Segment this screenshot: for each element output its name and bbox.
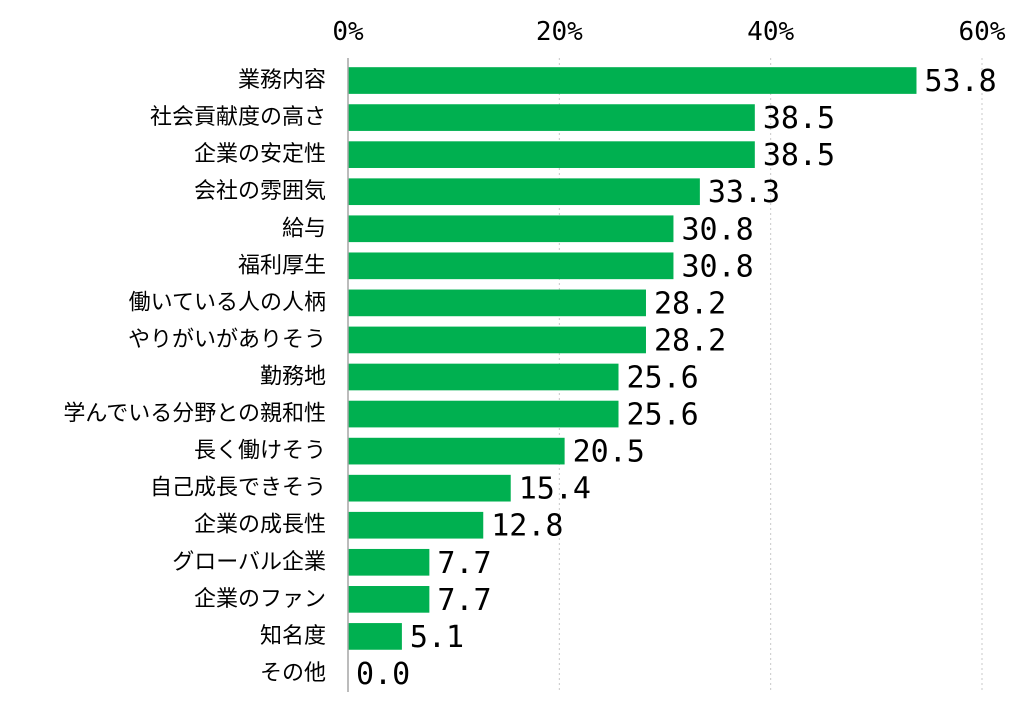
- value-label: 38.5: [763, 101, 835, 136]
- bar: [348, 623, 402, 650]
- category-labels: 業務内容社会貢献度の高さ企業の安定性会社の雰囲気給与福利厚生働いている人の人柄や…: [63, 68, 326, 686]
- bar: [348, 363, 619, 391]
- value-label: 28.2: [654, 323, 726, 358]
- category-label: 企業の安定性: [194, 142, 326, 167]
- value-label: 25.6: [627, 361, 699, 396]
- bar: [348, 474, 511, 502]
- value-label: 12.8: [491, 509, 563, 544]
- bar: [348, 141, 755, 168]
- bar: [348, 289, 646, 317]
- bar: [348, 326, 646, 354]
- bar: [348, 548, 430, 576]
- category-label: やりがいがありそう: [128, 327, 326, 352]
- category-label: 企業のファン: [194, 587, 326, 612]
- value-label: 33.3: [708, 175, 780, 210]
- category-label: 企業の成長性: [194, 513, 326, 538]
- category-label: 知名度: [260, 624, 326, 649]
- bar: [348, 586, 430, 613]
- value-labels: 53.838.538.533.330.830.828.228.225.625.6…: [356, 64, 997, 692]
- category-label: 学んでいる分野との親和性: [63, 402, 326, 427]
- bar: [348, 252, 674, 280]
- value-label: 15.4: [519, 472, 591, 507]
- bar: [348, 437, 565, 465]
- value-label: 53.8: [924, 64, 996, 99]
- category-label: 福利厚生: [238, 253, 326, 278]
- value-label: 28.2: [654, 286, 726, 321]
- value-label: 20.5: [573, 435, 645, 470]
- category-label: その他: [260, 661, 326, 686]
- category-label: グローバル企業: [172, 550, 326, 575]
- value-label: 7.7: [437, 583, 491, 618]
- bar: [348, 104, 755, 131]
- category-label: 長く働けそう: [194, 439, 326, 464]
- category-label: 働いている人の人柄: [129, 290, 326, 315]
- category-label: 給与: [282, 216, 326, 241]
- value-label: 0.0: [356, 657, 410, 692]
- x-tick-label: 20%: [536, 17, 583, 47]
- category-label: 自己成長できそう: [150, 476, 326, 501]
- value-label: 25.6: [627, 398, 699, 433]
- value-label: 7.7: [437, 546, 491, 581]
- category-label: 業務内容: [238, 68, 326, 93]
- category-label: 社会貢献度の高さ: [150, 105, 326, 130]
- x-tick-label: 60%: [959, 17, 1006, 47]
- x-tick-label: 40%: [747, 17, 794, 47]
- bar: [348, 178, 700, 206]
- value-label: 5.1: [410, 620, 464, 655]
- bar: [348, 215, 674, 243]
- category-label: 会社の雰囲気: [194, 179, 326, 204]
- bars: [348, 67, 917, 650]
- value-label: 38.5: [763, 138, 835, 173]
- category-label: 勤務地: [260, 365, 326, 390]
- x-tick-labels: 0% 20% 40% 60%: [332, 17, 1005, 47]
- value-label: 30.8: [681, 212, 753, 247]
- bar: [348, 511, 484, 539]
- value-label: 30.8: [681, 249, 753, 284]
- bar: [348, 67, 917, 94]
- x-tick-label: 0%: [332, 17, 364, 47]
- bar: [348, 400, 619, 428]
